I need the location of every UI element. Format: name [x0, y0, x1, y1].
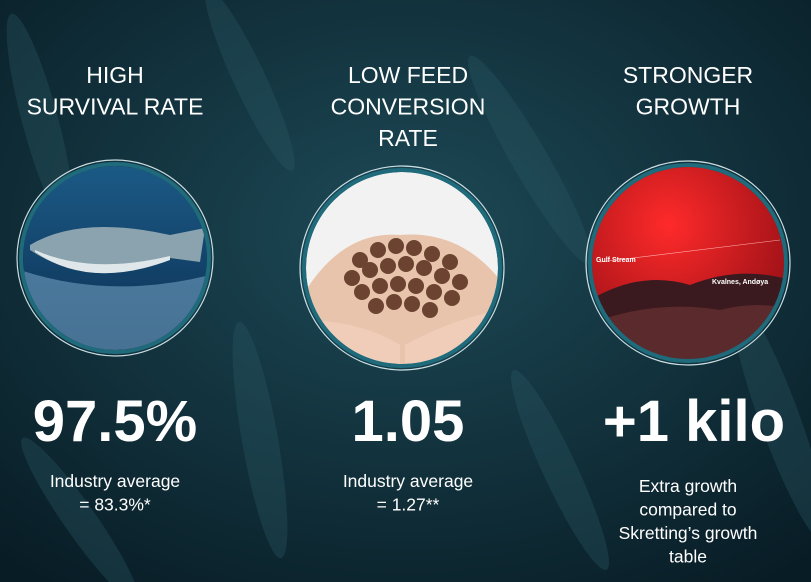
salmon-image	[16, 159, 214, 357]
metric-note: = 1.27**	[377, 495, 440, 515]
column-title: CONVERSION	[331, 94, 486, 120]
column-title: LOW FEED	[348, 62, 468, 88]
map-label: Gulf Stream	[596, 257, 636, 264]
metric-note: Extra growth	[639, 476, 737, 496]
metric-note: compared to	[639, 500, 736, 520]
column-title: RATE	[378, 125, 438, 151]
metric-note: table	[669, 547, 707, 567]
column-title: HIGH	[86, 62, 144, 88]
metric-note: Industry average	[343, 471, 473, 491]
metric-note: = 83.3%*	[79, 495, 151, 515]
column-title: STRONGER	[623, 62, 753, 88]
metric-note: Skretting’s growth	[619, 523, 758, 543]
column-title: GROWTH	[636, 94, 741, 120]
metric-value: 97.5%	[33, 389, 197, 454]
map-label: Kvalnes, Andøya	[712, 279, 768, 286]
metric-value: 1.05	[352, 389, 465, 454]
metric-value: +1 kilo	[603, 389, 785, 454]
column-title: SURVIVAL RATE	[27, 94, 204, 120]
metric-note: Industry average	[50, 471, 180, 491]
feed-image	[299, 165, 505, 371]
text-layer: HIGH SURVIVAL RATE 97.5% Industry average = …	[27, 62, 785, 567]
